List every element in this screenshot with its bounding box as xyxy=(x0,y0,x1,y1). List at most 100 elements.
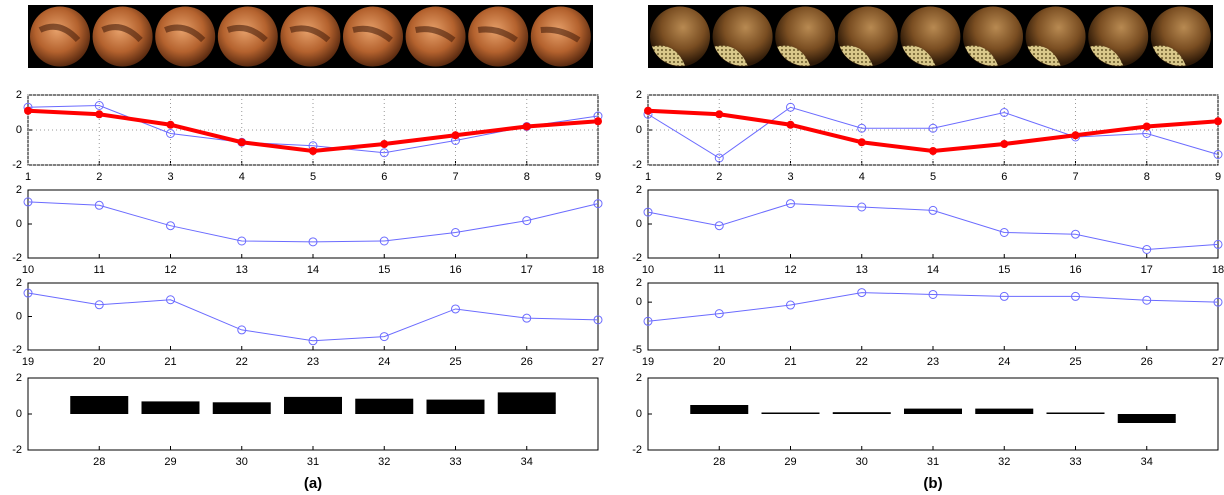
plot-frame xyxy=(28,190,598,258)
y-tick-label: -2 xyxy=(12,159,22,171)
thumbnail xyxy=(155,7,215,67)
x-tick-label: 5 xyxy=(930,171,936,183)
bar xyxy=(142,401,200,414)
x-tick-label: 3 xyxy=(787,171,793,183)
x-tick-label: 25 xyxy=(1069,356,1081,368)
marker xyxy=(452,131,460,139)
x-tick-label: 1 xyxy=(645,171,651,183)
x-tick-label: 22 xyxy=(236,356,248,368)
x-tick-label: 2 xyxy=(716,171,722,183)
x-tick-label: 23 xyxy=(927,356,939,368)
bar xyxy=(284,397,342,414)
x-tick-label: 15 xyxy=(998,264,1010,276)
caption: (a) xyxy=(304,475,322,492)
y-tick-label: 0 xyxy=(16,218,22,230)
x-tick-label: 15 xyxy=(378,264,390,276)
marker xyxy=(380,140,388,148)
line xyxy=(28,293,598,341)
y-tick-label: 0 xyxy=(16,408,22,420)
bar xyxy=(975,409,1033,414)
marker xyxy=(1214,117,1222,125)
bar xyxy=(833,412,891,414)
x-tick-label: 29 xyxy=(164,456,176,468)
x-tick-label: 34 xyxy=(521,456,533,468)
figure: (a) (b) -202123456789-202101112131415161… xyxy=(0,0,1224,495)
bar xyxy=(355,399,413,414)
x-tick-label: 9 xyxy=(1215,171,1221,183)
x-tick-label: 18 xyxy=(592,264,604,276)
x-tick-label: 20 xyxy=(93,356,105,368)
x-tick-label: 22 xyxy=(856,356,868,368)
y-tick-label: 2 xyxy=(16,277,22,289)
x-tick-label: 13 xyxy=(236,264,248,276)
x-tick-label: 16 xyxy=(449,264,461,276)
y-tick-label: 2 xyxy=(636,277,642,289)
thumbnail xyxy=(531,7,591,67)
y-tick-label: 0 xyxy=(636,296,642,308)
thumbnail xyxy=(280,7,340,67)
x-tick-label: 19 xyxy=(22,356,34,368)
thumbnail xyxy=(30,7,90,67)
y-tick-label: -2 xyxy=(632,444,642,456)
x-tick-label: 21 xyxy=(164,356,176,368)
plot-frame xyxy=(648,190,1218,258)
y-tick-label: 2 xyxy=(16,89,22,101)
line xyxy=(648,111,1218,151)
thumbnail xyxy=(406,7,466,67)
marker xyxy=(95,110,103,118)
y-tick-label: -5 xyxy=(632,344,642,356)
x-tick-label: 23 xyxy=(307,356,319,368)
y-tick-label: 2 xyxy=(636,184,642,196)
line xyxy=(648,293,1218,322)
x-tick-label: 7 xyxy=(452,171,458,183)
y-tick-label: 0 xyxy=(16,124,22,136)
x-tick-label: 27 xyxy=(592,356,604,368)
marker xyxy=(1072,131,1080,139)
x-tick-label: 1 xyxy=(25,171,31,183)
x-tick-label: 3 xyxy=(167,171,173,183)
x-tick-label: 19 xyxy=(642,356,654,368)
marker xyxy=(929,147,937,155)
marker xyxy=(167,121,175,129)
bar xyxy=(904,409,962,414)
thumbnail xyxy=(343,7,403,67)
line xyxy=(28,202,598,242)
marker xyxy=(644,107,652,115)
y-tick-label: 0 xyxy=(16,310,22,322)
marker xyxy=(238,138,246,146)
x-tick-label: 32 xyxy=(998,456,1010,468)
x-tick-label: 26 xyxy=(1141,356,1153,368)
y-tick-label: 0 xyxy=(636,218,642,230)
x-tick-label: 31 xyxy=(927,456,939,468)
x-tick-label: 33 xyxy=(1069,456,1081,468)
x-tick-label: 17 xyxy=(521,264,533,276)
x-tick-label: 16 xyxy=(1069,264,1081,276)
bar xyxy=(1047,413,1105,415)
thumbnail xyxy=(93,7,153,67)
x-tick-label: 8 xyxy=(1144,171,1150,183)
x-tick-label: 30 xyxy=(856,456,868,468)
marker xyxy=(594,117,602,125)
marker xyxy=(715,110,723,118)
x-tick-label: 10 xyxy=(22,264,34,276)
bar xyxy=(1118,414,1176,423)
x-tick-label: 8 xyxy=(524,171,530,183)
x-tick-label: 9 xyxy=(595,171,601,183)
marker xyxy=(858,138,866,146)
marker xyxy=(309,147,317,155)
x-tick-label: 28 xyxy=(713,456,725,468)
thumbnail xyxy=(468,7,528,67)
marker xyxy=(523,123,531,131)
x-tick-label: 31 xyxy=(307,456,319,468)
x-tick-label: 17 xyxy=(1141,264,1153,276)
plot-frame xyxy=(648,283,1218,350)
x-tick-label: 13 xyxy=(856,264,868,276)
x-tick-label: 11 xyxy=(94,264,105,276)
x-tick-label: 11 xyxy=(714,264,725,276)
y-tick-label: 2 xyxy=(16,184,22,196)
y-tick-label: -2 xyxy=(632,159,642,171)
x-tick-label: 33 xyxy=(449,456,461,468)
x-tick-label: 30 xyxy=(236,456,248,468)
x-tick-label: 25 xyxy=(449,356,461,368)
y-tick-label: -2 xyxy=(12,444,22,456)
